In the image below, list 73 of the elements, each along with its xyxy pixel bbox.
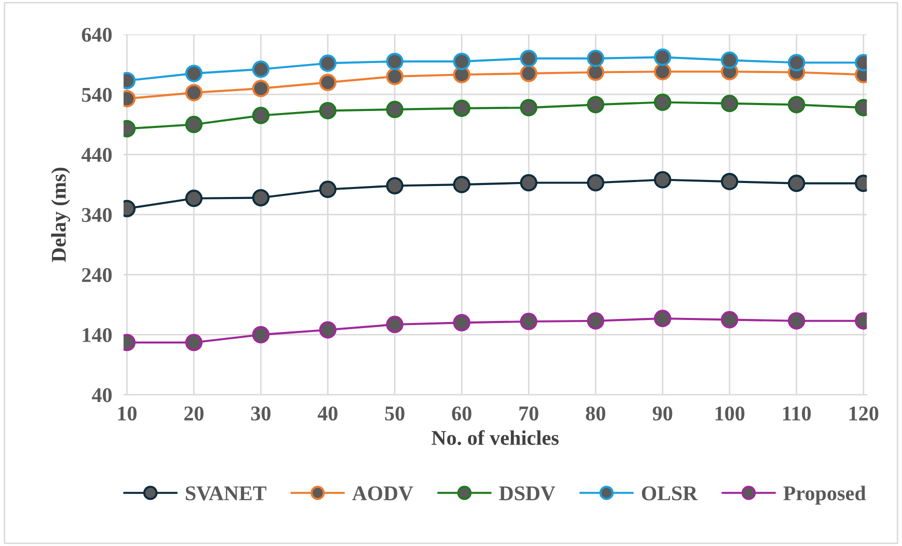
point — [453, 314, 470, 332]
point — [654, 94, 672, 111]
y-tick-label: 540 — [82, 88, 112, 102]
point — [720, 172, 738, 190]
point — [520, 98, 538, 116]
point — [586, 96, 604, 114]
y-tick-label: 440 — [82, 148, 112, 162]
point — [654, 48, 672, 66]
point — [185, 334, 203, 352]
point — [720, 94, 738, 112]
point — [185, 116, 203, 134]
point — [453, 52, 470, 70]
point — [185, 64, 203, 82]
point — [788, 96, 806, 114]
x-tick-label: 100 — [716, 406, 744, 421]
point — [386, 316, 404, 334]
x-tick-label: 70 — [519, 406, 538, 421]
point — [386, 68, 404, 86]
point — [586, 312, 604, 330]
point — [319, 321, 336, 339]
point — [788, 174, 806, 192]
y-tick-label: 640 — [82, 28, 112, 42]
point — [654, 310, 672, 328]
point — [319, 54, 336, 72]
point — [520, 64, 538, 82]
point — [386, 52, 404, 70]
point — [185, 190, 203, 208]
point — [788, 54, 806, 72]
x-tick-label: 90 — [652, 406, 672, 421]
point — [720, 52, 738, 69]
point — [386, 177, 404, 194]
point — [252, 60, 270, 78]
legend-label: SVANET — [186, 486, 266, 500]
x-tick-label: 110 — [783, 406, 811, 421]
point — [252, 80, 270, 98]
point — [319, 180, 336, 198]
x-tick-label: 30 — [251, 406, 270, 421]
point — [520, 174, 538, 192]
point — [520, 50, 538, 68]
point — [185, 84, 203, 102]
y-tick-label: 340 — [82, 208, 112, 222]
point — [654, 171, 672, 188]
x-tick-label: 60 — [452, 406, 472, 421]
point — [319, 74, 336, 92]
y-tick-label: 240 — [82, 268, 112, 282]
point — [586, 64, 604, 81]
x-tick-label: 80 — [586, 406, 606, 421]
point — [319, 102, 336, 120]
legend-label: OLSR — [642, 486, 698, 500]
point — [586, 50, 604, 68]
point — [453, 100, 470, 117]
x-axis-title: No. of vehicles — [432, 430, 559, 446]
y-axis-title: Delay (ms) — [51, 168, 70, 262]
legend-label: Proposed — [783, 486, 866, 505]
point — [252, 326, 270, 344]
legend-label: DSDV — [499, 486, 556, 500]
x-tick-label: 10 — [118, 406, 137, 421]
y-tick-label: 40 — [92, 388, 112, 402]
point — [386, 100, 404, 118]
point — [654, 62, 672, 80]
point — [252, 189, 270, 206]
point — [520, 312, 538, 330]
point — [252, 106, 270, 124]
legend-label: AODV — [352, 486, 414, 500]
point — [788, 312, 806, 330]
x-tick-label: 50 — [385, 406, 404, 421]
x-tick-label: 40 — [318, 406, 338, 421]
point — [586, 174, 604, 192]
x-tick-label: 120 — [850, 406, 878, 421]
point — [453, 176, 470, 194]
point — [720, 311, 738, 328]
y-tick-label: 140 — [82, 328, 112, 342]
x-tick-label: 20 — [184, 406, 204, 421]
